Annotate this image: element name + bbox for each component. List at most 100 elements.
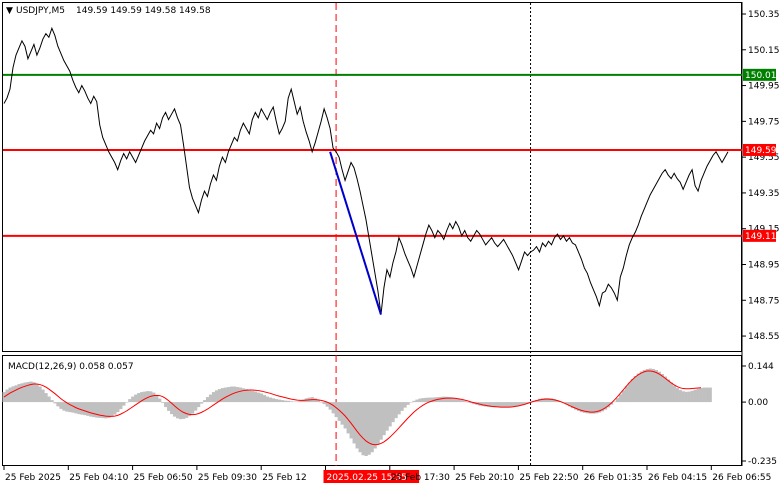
time-tick-label: 25 Feb 09:30 [198,473,257,483]
macd-histogram-bar [113,402,117,415]
macd-histogram-bar [29,381,33,403]
macd-histogram-bar [158,398,162,403]
macd-histogram-bar [484,402,488,407]
macd-histogram-bar [104,402,108,419]
macd-histogram-bar [669,382,673,403]
macd-histogram-bar [585,402,590,414]
macd-histogram-bar [83,402,87,416]
macd-histogram-bar [520,402,524,406]
macd-histogram-bar [699,388,703,403]
macd-histogram-bar [199,402,204,404]
macd-histogram-bar [319,402,323,403]
macd-histogram-bar [648,368,653,403]
macd-histogram-bar [457,399,461,403]
macd-histogram-bar [226,387,231,403]
macd-histogram-bar [292,401,296,403]
macd-histogram-bar [262,395,267,403]
macd-histogram-bar [125,402,129,403]
macd-histogram-bar [298,400,302,403]
macd-histogram-bar [274,399,279,403]
macd-histogram-bar [702,387,706,403]
macd-histogram-bar [196,402,201,408]
macd-histogram-bar [403,402,407,408]
macd-histogram-bar [376,402,380,445]
macd-histogram-bar [385,402,389,431]
macd-histogram-bar [68,402,72,413]
macd-histogram-bar [101,402,105,419]
time-tick-label: 25 Feb 22:50 [519,473,578,483]
macd-histogram-bar [325,402,329,407]
macd-histogram-bar [110,402,114,417]
macd-histogram-bar [211,392,216,403]
macd-histogram-bar [62,402,66,411]
macd-histogram-bar [597,402,602,413]
macd-histogram-bar [286,400,291,403]
macd-histogram-bar [370,402,374,453]
macd-histogram-bar [636,373,641,403]
macd-histogram-bar [59,402,63,409]
macd-histogram-bar [681,391,685,403]
macd-histogram-bar [549,398,554,403]
trend-line[interactable] [329,151,382,315]
macd-histogram-bar [202,400,207,403]
macd-histogram-bar [277,399,282,403]
symbol-arrow-icon[interactable]: ▼ [6,6,13,16]
macd-histogram-bar [451,397,455,403]
macd-histogram-bar [355,402,359,449]
macd-histogram-bar [167,402,171,411]
macd-histogram-bar [696,388,700,403]
macd-histogram-bar [92,402,96,418]
macd-histogram-bar [140,392,144,403]
price-tick-label: 148.95 [748,260,780,270]
macd-histogram-bar [358,402,362,453]
macd-histogram-bar [564,402,569,405]
price-level-label: 150.01 [745,71,777,81]
macd-histogram-bar [223,387,228,403]
macd-histogram-bar [241,388,246,403]
macd-histogram-bar [657,371,661,403]
macd-histogram-bar [612,401,617,403]
macd-histogram-bar [161,402,165,403]
macd-histogram-bar [460,400,464,403]
macd-histogram-bar [552,399,557,403]
macd-histogram-bar [334,402,338,418]
macd-tick-label: -0.235 [748,457,777,467]
macd-histogram-bar [98,402,102,418]
macd-histogram-bar [364,402,368,456]
macd-histogram-bar [388,402,392,427]
macd-histogram-bar [361,402,365,456]
macd-histogram-bar [131,396,135,403]
time-tick-label: 25 Feb 04:10 [69,473,128,483]
macd-histogram-bar [47,396,51,403]
macd-histogram-bar [600,402,605,412]
time-tick-label: 26 Feb 01:35 [584,473,643,483]
macd-histogram-bar [244,389,249,403]
macd-histogram-bar [176,402,180,419]
macd-histogram-bar [394,402,398,419]
macd-title: MACD(12,26,9) 0.058 0.057 [8,362,134,372]
macd-histogram-bar [603,402,608,410]
macd-histogram-bar [220,388,225,403]
macd-histogram-bar [508,402,512,408]
macd-histogram-bar [621,390,626,403]
macd-histogram-bar [352,402,356,444]
macd-histogram-bar [382,402,386,436]
macd-histogram-bar [146,391,150,403]
macd-histogram-bar [627,382,632,403]
symbol-header: USDJPY,M5 [16,6,65,16]
macd-histogram-bar [541,398,545,403]
macd-histogram-bar [406,402,410,405]
macd-histogram-bar [164,402,168,408]
macd-histogram-bar [8,387,12,403]
macd-histogram-bar [567,402,572,407]
time-tick-label: 25 Feb 06:50 [134,473,193,483]
macd-histogram-bar [11,386,15,403]
macd-histogram-bar [80,402,84,415]
macd-histogram-bar [152,392,156,403]
macd-histogram-bar [442,396,446,403]
macd-histogram-bar [409,402,413,403]
macd-histogram-bar [316,400,320,403]
macd-histogram-bar [642,370,647,403]
macd-histogram-bar [654,370,658,403]
price-tick-label: 149.35 [748,189,780,199]
